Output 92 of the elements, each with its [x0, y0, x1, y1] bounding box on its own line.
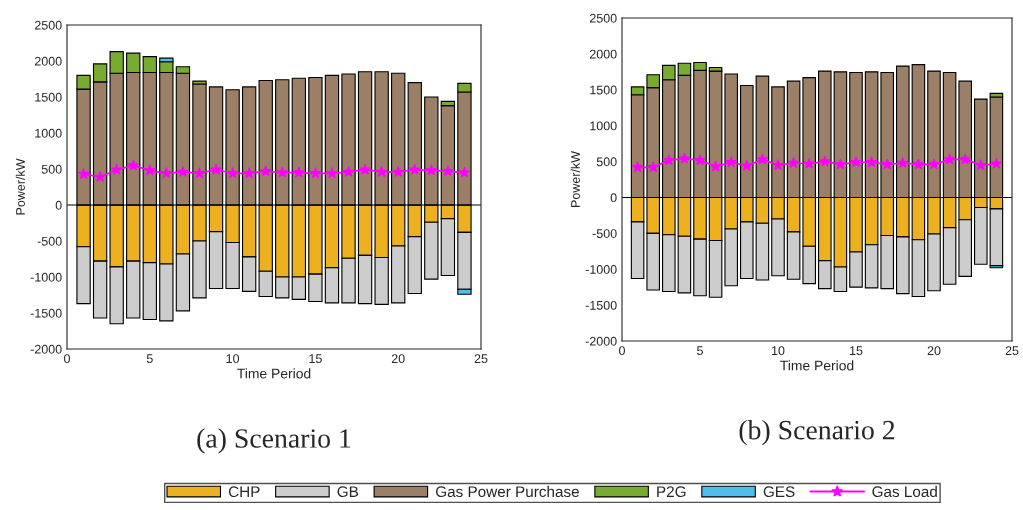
x-tick-label: 20	[391, 354, 405, 364]
point	[259, 165, 272, 177]
x-tick-label: 15	[850, 346, 863, 356]
point	[144, 164, 156, 176]
point	[663, 154, 675, 166]
y-tick-label: -500	[37, 236, 62, 246]
y-tick-label: -2000	[585, 336, 617, 346]
point	[990, 157, 1003, 169]
x-tick-label: 25	[474, 354, 488, 364]
y-tick-label: -1000	[585, 265, 617, 274]
point	[226, 167, 239, 179]
point	[425, 164, 438, 176]
point	[193, 167, 206, 179]
x-tick-label: 0	[64, 354, 70, 364]
point	[881, 158, 893, 170]
y-axis-title: Power/kW	[570, 151, 580, 207]
x-tick-label: 25	[1005, 346, 1019, 356]
point	[77, 167, 90, 180]
legend-label: GB	[337, 486, 359, 498]
y-tick-label: 1500	[590, 85, 617, 95]
y-tick-label: 500	[41, 164, 62, 174]
point	[392, 165, 404, 177]
legend-label: GES	[763, 486, 795, 498]
point	[741, 159, 753, 171]
x-tick-label: 5	[146, 354, 153, 364]
point	[865, 156, 878, 168]
point	[110, 163, 123, 175]
point	[326, 167, 338, 179]
x-tick-label: 15	[309, 354, 322, 364]
text: (b) Scenario 2	[739, 419, 895, 446]
x-tick-label: 0	[619, 346, 625, 356]
point	[647, 161, 659, 173]
point	[243, 167, 255, 179]
point	[309, 167, 322, 179]
point	[210, 163, 222, 175]
point	[850, 156, 862, 168]
legend-label: P2G	[657, 486, 686, 498]
point	[787, 156, 800, 169]
x-tick-label: 20	[927, 346, 941, 356]
y-tick-label: -2000	[30, 344, 62, 354]
point	[819, 155, 831, 167]
point	[293, 166, 305, 178]
point	[631, 161, 644, 173]
point	[897, 156, 909, 169]
point	[834, 158, 847, 170]
legend-label: CHP	[228, 486, 260, 498]
y-tick-label: 0	[55, 200, 62, 210]
point	[959, 153, 971, 165]
point	[458, 166, 471, 178]
point	[912, 158, 925, 170]
point	[725, 156, 737, 168]
y-tick-label: -1000	[30, 272, 62, 282]
y-tick-label: 2500	[589, 13, 617, 23]
y-tick-label: 500	[596, 157, 617, 167]
y-tick-label: 2500	[34, 20, 62, 30]
text: (a) Scenario 1	[197, 428, 351, 454]
point	[756, 153, 769, 165]
y-tick-label: 2000	[34, 56, 62, 66]
y-tick-label: 2000	[589, 49, 617, 59]
point	[342, 165, 355, 177]
point	[177, 165, 189, 177]
point	[943, 153, 956, 165]
point	[127, 159, 140, 171]
point	[359, 163, 371, 175]
y-tick-label: 1500	[35, 92, 62, 102]
point	[694, 154, 706, 166]
x-tick-label: 10	[226, 354, 240, 364]
y-tick-label: -1500	[30, 308, 62, 318]
point	[709, 160, 722, 172]
point	[408, 163, 421, 175]
x-axis-title: Time Period	[780, 360, 854, 371]
point	[276, 166, 289, 178]
point	[772, 159, 784, 171]
point	[94, 170, 106, 182]
y-axis-title: Power/kW	[15, 158, 25, 215]
legend-label: Gas Power Purchase	[436, 485, 579, 498]
x-tick-label: 5	[697, 346, 703, 356]
point	[975, 159, 987, 171]
y-tick-label: -1500	[585, 300, 617, 310]
x-axis-title: Time Period	[237, 368, 311, 379]
y-tick-label: 0	[610, 193, 617, 203]
point	[678, 152, 691, 164]
point	[375, 165, 388, 177]
point	[160, 167, 173, 179]
point	[442, 165, 454, 177]
y-tick-label: -500	[592, 229, 617, 238]
x-tick-label: 10	[772, 346, 785, 356]
y-tick-label: 1000	[35, 128, 62, 138]
point	[803, 157, 815, 169]
y-tick-label: 1000	[590, 121, 617, 131]
point	[928, 158, 940, 170]
legend-label: Gas Load	[872, 485, 937, 498]
